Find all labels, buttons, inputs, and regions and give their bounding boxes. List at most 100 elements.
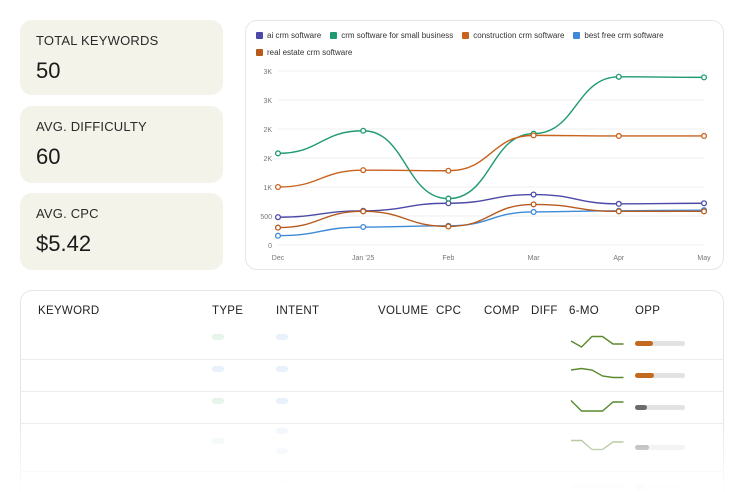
stat-value: 50 <box>36 58 61 83</box>
x-tick-label: Jan '25 <box>352 255 374 262</box>
x-tick-label: Dec <box>272 255 285 262</box>
legend-swatch <box>330 32 338 39</box>
chart-legend: ai crm software crm software for small bu… <box>256 31 716 57</box>
intent-badge <box>276 478 288 484</box>
data-point[interactable] <box>445 223 452 230</box>
data-point[interactable] <box>530 208 537 215</box>
trend-sparkline <box>570 367 624 379</box>
legend-label: ai crm software <box>267 31 322 40</box>
opportunity-bar-fill <box>635 485 644 490</box>
data-point[interactable] <box>615 200 622 207</box>
column-header-type[interactable]: TYPE <box>212 305 244 317</box>
keyword-table: KEYWORD TYPE INTENT VOLUME CPC COMP DIFF… <box>20 290 724 492</box>
data-point[interactable] <box>274 150 282 157</box>
intent-badge <box>276 334 288 340</box>
opportunity-bar-fill <box>635 405 647 410</box>
legend-label: real estate crm software <box>267 48 353 57</box>
legend-swatch <box>256 49 263 56</box>
table-row[interactable] <box>21 391 723 423</box>
legend-item[interactable]: ai crm software <box>256 31 321 40</box>
opportunity-bar <box>635 445 685 450</box>
legend-swatch <box>462 32 470 39</box>
column-header-intent[interactable]: INTENT <box>276 305 320 317</box>
stat-label: AVG. DIFFICULTY <box>36 119 147 134</box>
data-point[interactable] <box>700 132 708 140</box>
data-point[interactable] <box>700 208 708 215</box>
sparkline-path <box>570 367 624 379</box>
column-header-keyword[interactable]: KEYWORD <box>38 305 100 317</box>
type-badge <box>212 478 224 484</box>
table-row[interactable] <box>21 359 723 391</box>
column-header-opp[interactable]: OPP <box>635 305 661 317</box>
intent-badge <box>276 398 288 404</box>
data-point[interactable] <box>530 191 537 198</box>
row-divider <box>21 391 723 392</box>
legend-item[interactable]: real estate crm software <box>256 48 352 57</box>
stat-value: $5.42 <box>36 231 92 256</box>
opportunity-bar-fill <box>635 373 654 378</box>
x-tick-label: May <box>697 255 711 262</box>
type-badge <box>212 398 224 404</box>
data-point[interactable] <box>274 183 282 191</box>
data-point[interactable] <box>700 200 708 207</box>
trend-sparkline <box>571 485 624 488</box>
column-header-6mo[interactable]: 6-MO <box>569 305 599 317</box>
opportunity-bar <box>635 373 685 378</box>
x-tick-label: Feb <box>442 255 454 262</box>
legend-item[interactable]: best free crm software <box>573 31 664 40</box>
series-line <box>277 203 704 229</box>
data-point[interactable] <box>615 208 622 215</box>
data-point[interactable] <box>274 232 282 239</box>
intent-badge <box>276 366 288 372</box>
data-point[interactable] <box>615 73 622 80</box>
series-line <box>277 209 705 237</box>
data-point[interactable] <box>274 214 282 221</box>
data-point[interactable] <box>274 224 282 231</box>
stat-card-avg-cpc: AVG. CPC $5.42 <box>20 193 223 270</box>
sparkline-path <box>570 400 624 412</box>
data-point[interactable] <box>360 127 367 134</box>
data-point[interactable] <box>360 167 367 174</box>
trend-sparkline <box>570 335 624 348</box>
sparkline-path <box>570 335 624 348</box>
y-tick-label: 3K <box>263 69 272 76</box>
stat-value: 60 <box>36 144 61 169</box>
data-point[interactable] <box>360 208 367 215</box>
series-line <box>277 134 704 188</box>
data-point[interactable] <box>615 132 622 140</box>
data-point[interactable] <box>445 195 452 202</box>
opportunity-bar <box>635 341 685 346</box>
data-point[interactable] <box>445 167 452 174</box>
data-point[interactable] <box>700 74 708 81</box>
y-tick-label: 0 <box>268 243 272 250</box>
column-header-cpc[interactable]: CPC <box>436 305 462 317</box>
column-header-volume[interactable]: VOLUME <box>378 305 429 317</box>
trend-chart-card: ai crm software crm software for small bu… <box>245 20 724 270</box>
opportunity-bar <box>635 485 685 490</box>
data-point[interactable] <box>360 223 367 231</box>
legend-label: best free crm software <box>584 31 664 40</box>
table-row[interactable] <box>21 471 723 492</box>
type-badge <box>212 438 224 444</box>
row-divider <box>21 359 723 360</box>
stat-card-total-keywords: TOTAL KEYWORDS 50 <box>20 20 223 95</box>
x-tick-label: Apr <box>613 255 625 262</box>
opportunity-bar-fill <box>635 445 649 450</box>
legend-item[interactable]: crm software for small business <box>330 31 453 40</box>
y-tick-label: 500 <box>260 214 272 221</box>
trend-sparkline <box>570 400 624 412</box>
table-row[interactable] <box>21 327 723 359</box>
intent-badge <box>276 428 288 434</box>
data-point[interactable] <box>530 132 537 139</box>
trend-line-chart: 0 500 1K 2K 2K 3K 3K Dec Jan '25 Feb Mar Apr May <box>260 69 711 262</box>
column-header-comp[interactable]: COMP <box>484 305 520 317</box>
column-header-diff[interactable]: DIFF <box>531 305 558 317</box>
series-line <box>277 76 705 200</box>
stat-card-avg-difficulty: AVG. DIFFICULTY 60 <box>20 106 223 183</box>
stat-label: AVG. CPC <box>36 206 99 221</box>
table-row[interactable] <box>21 423 723 471</box>
data-point[interactable] <box>530 201 537 208</box>
legend-item[interactable]: construction crm software <box>462 31 564 40</box>
type-badge <box>212 334 224 340</box>
trend-sparkline <box>571 439 624 451</box>
